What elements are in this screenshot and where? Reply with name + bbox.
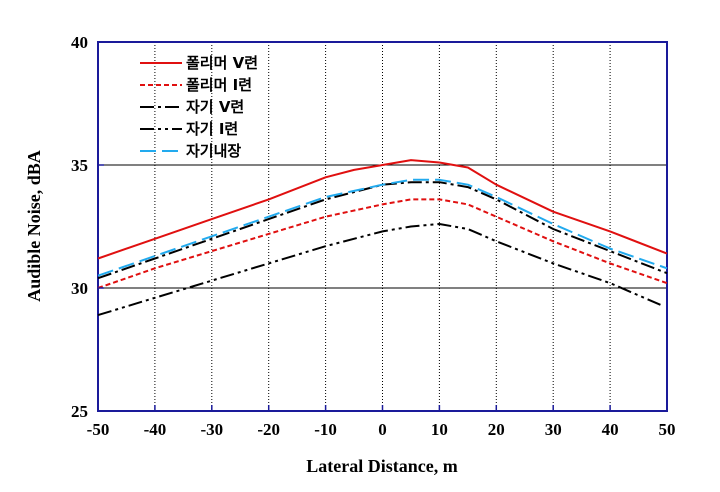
x-tick-label: 20 (488, 420, 505, 439)
series-lines (97, 159, 668, 317)
plot-area-frame (97, 41, 668, 412)
legend-label-4: 자기 I련 (186, 120, 238, 138)
y-tick-label: 40 (71, 33, 88, 52)
x-tick-label: -30 (200, 420, 223, 439)
legend-label-1: 폴리머 V련 (186, 54, 258, 72)
series-line-1 (97, 159, 668, 260)
grid-lines (98, 42, 667, 411)
x-tick-label: 0 (378, 420, 387, 439)
y-axis-ticks: 25 30 35 40 (71, 33, 104, 421)
y-axis-title: Audible Noise, dBA (24, 150, 44, 302)
series-line-2 (97, 198, 668, 289)
x-tick-label: 10 (431, 420, 448, 439)
legend-label-3: 자기 V련 (186, 98, 244, 116)
x-axis-title: Lateral Distance, m (306, 456, 457, 476)
x-axis-ticks: -50 -40 -30 -20 -10 0 10 20 30 40 50 (87, 405, 676, 439)
x-tick-label: -50 (87, 420, 110, 439)
x-tick-label: 40 (602, 420, 619, 439)
x-tick-label: -10 (314, 420, 337, 439)
x-tick-label: 50 (659, 420, 676, 439)
y-tick-label: 35 (71, 156, 88, 175)
legend-label-2: 폴리머 I련 (186, 76, 252, 94)
y-tick-label: 30 (71, 279, 88, 298)
series-line-5 (97, 178, 668, 277)
series-line-4 (97, 223, 662, 317)
x-tick-label: -40 (144, 420, 167, 439)
x-tick-label: -20 (257, 420, 280, 439)
y-tick-label: 25 (71, 402, 88, 421)
legend-label-5: 자기내장 (186, 142, 241, 160)
series-line-3 (97, 181, 668, 280)
x-tick-label: 30 (545, 420, 562, 439)
